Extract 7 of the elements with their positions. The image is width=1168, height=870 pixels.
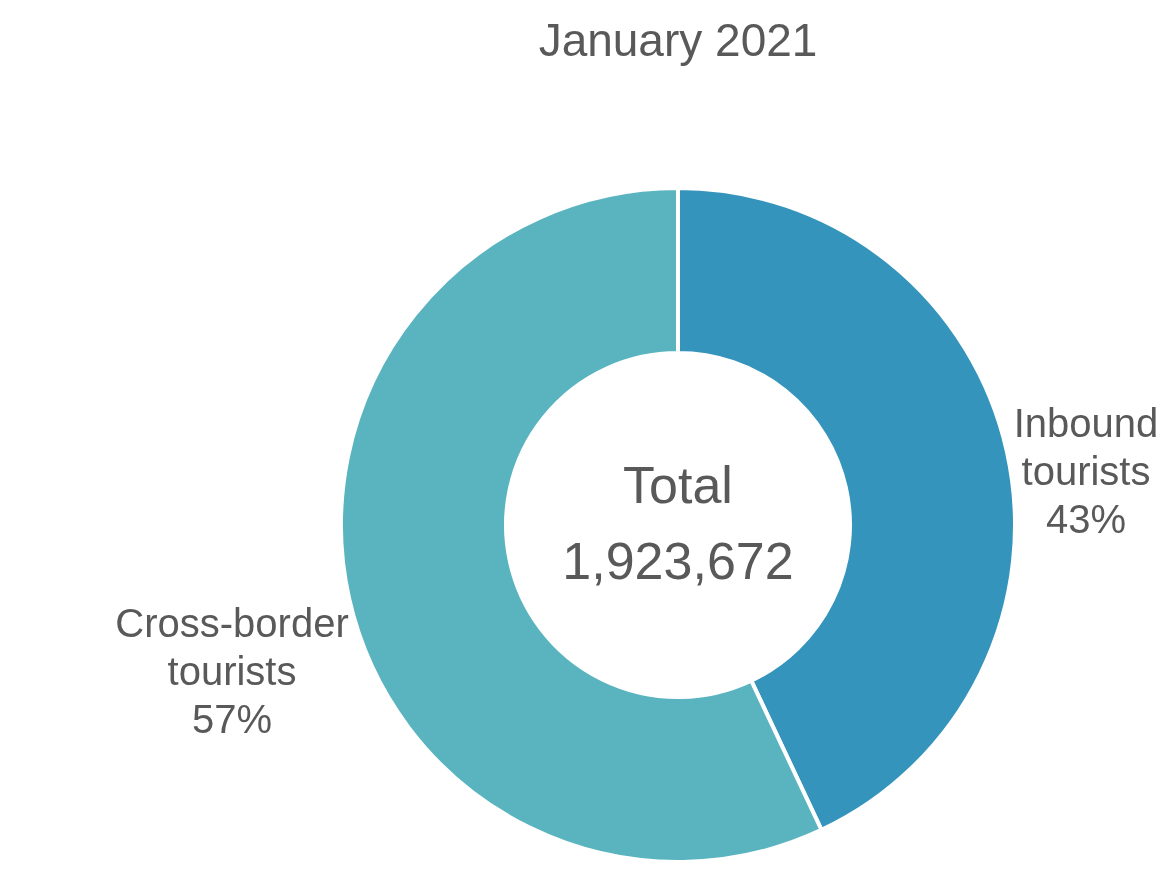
data-label: 57% [191,696,273,741]
data-label: 43% [1045,497,1127,542]
text: 1,923,672 [562,532,794,590]
slice-label: Cross-border tourists [115,600,349,693]
slice-label: Inbound tourists [1013,401,1159,494]
chart-title: January 2021 [538,14,818,66]
text: Total [623,456,733,514]
